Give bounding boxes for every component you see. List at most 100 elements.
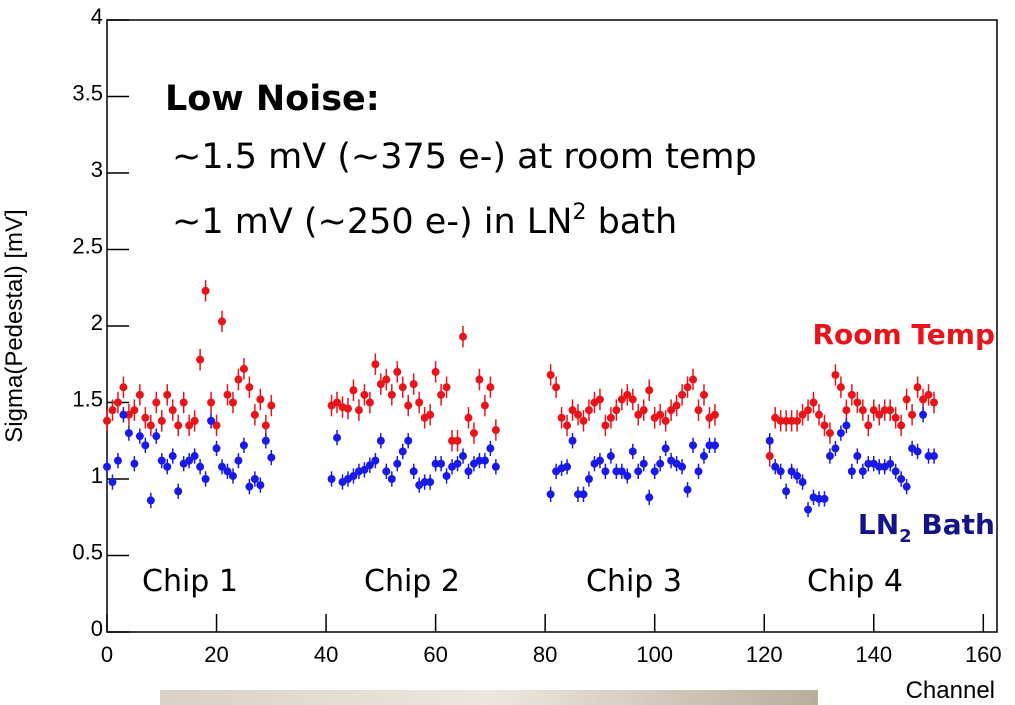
data-point xyxy=(694,467,703,476)
data-point xyxy=(190,416,199,425)
data-point xyxy=(486,383,495,392)
data-point xyxy=(130,406,139,415)
data-point xyxy=(628,395,637,404)
data-point xyxy=(179,398,188,407)
data-point xyxy=(689,441,698,450)
data-point xyxy=(333,398,342,407)
data-point xyxy=(825,452,834,461)
data-point xyxy=(404,401,413,410)
y-tick-label: 3 xyxy=(91,157,103,182)
data-point xyxy=(924,390,933,399)
data-point xyxy=(459,452,467,461)
data-point xyxy=(793,416,802,425)
annotation-heading: Low Noise: xyxy=(165,79,380,119)
data-point xyxy=(365,398,374,407)
data-point xyxy=(804,406,813,415)
data-point xyxy=(689,375,698,384)
data-point xyxy=(228,398,237,407)
data-point xyxy=(798,410,807,419)
data-point xyxy=(267,453,276,462)
data-point xyxy=(634,467,643,476)
data-point xyxy=(804,505,813,514)
data-point xyxy=(891,467,900,476)
data-point xyxy=(174,421,183,430)
data-point xyxy=(699,452,708,461)
data-point xyxy=(776,416,785,425)
chip-label: Chip 3 xyxy=(586,564,682,599)
data-point xyxy=(919,395,928,404)
data-point xyxy=(574,410,583,419)
annotation-text: ~1 mV (~250 e-) in LN xyxy=(172,202,572,242)
data-point xyxy=(606,452,615,461)
data-point xyxy=(207,416,216,425)
data-point xyxy=(678,390,687,399)
data-point xyxy=(842,421,851,430)
data-point xyxy=(710,441,719,450)
data-point xyxy=(387,475,396,483)
data-point xyxy=(185,456,194,465)
data-point xyxy=(256,395,265,404)
data-point xyxy=(108,478,117,487)
data-point xyxy=(141,441,150,450)
data-point xyxy=(891,413,900,422)
data-point xyxy=(113,456,122,465)
data-point xyxy=(119,410,128,419)
data-point xyxy=(267,401,276,410)
data-point xyxy=(847,467,856,476)
data-point xyxy=(333,433,342,442)
data-point xyxy=(130,459,139,468)
data-point xyxy=(858,467,867,476)
data-point xyxy=(152,432,161,441)
data-point xyxy=(601,421,610,430)
data-point xyxy=(168,452,177,461)
data-point xyxy=(201,475,210,483)
data-point xyxy=(146,496,155,505)
data-point xyxy=(201,286,210,295)
data-point xyxy=(212,421,221,430)
data-point xyxy=(218,462,227,471)
data-point xyxy=(437,390,446,399)
data-point xyxy=(661,416,670,425)
data-point xyxy=(645,386,654,395)
data-point xyxy=(261,436,270,445)
data-point xyxy=(398,447,407,456)
data-point xyxy=(919,410,928,419)
legend-entry: Room Temp xyxy=(812,318,995,351)
data-point xyxy=(563,462,572,471)
data-point xyxy=(415,398,424,407)
data-point xyxy=(382,467,391,476)
data-point xyxy=(623,471,632,480)
data-point xyxy=(453,436,462,445)
data-point xyxy=(469,429,478,438)
data-point xyxy=(426,478,435,487)
photo-strip xyxy=(160,690,818,705)
x-tick-label: 20 xyxy=(204,642,228,667)
x-tick-label: 140 xyxy=(855,642,892,667)
data-point xyxy=(595,395,604,404)
data-point xyxy=(628,447,637,456)
data-point xyxy=(442,471,451,480)
data-point xyxy=(639,406,648,415)
annotation-text: bath xyxy=(586,202,677,242)
data-point xyxy=(897,475,906,483)
data-point xyxy=(190,452,199,461)
data-point xyxy=(442,383,451,392)
data-point xyxy=(913,383,922,392)
data-point xyxy=(683,383,692,392)
x-tick-label: 160 xyxy=(965,642,1002,667)
data-point xyxy=(212,444,221,453)
data-point xyxy=(371,360,380,369)
data-point xyxy=(705,441,714,450)
data-point xyxy=(645,493,654,502)
data-point xyxy=(223,467,232,476)
data-point xyxy=(437,459,446,468)
data-point xyxy=(606,413,615,422)
x-tick-label: 0 xyxy=(101,642,113,667)
x-tick-label: 60 xyxy=(423,642,447,667)
data-point xyxy=(787,416,796,425)
data-point xyxy=(546,490,555,499)
data-point xyxy=(431,367,440,376)
legend-text: Room Temp xyxy=(812,318,995,351)
data-point xyxy=(875,410,884,419)
data-point xyxy=(798,478,807,487)
